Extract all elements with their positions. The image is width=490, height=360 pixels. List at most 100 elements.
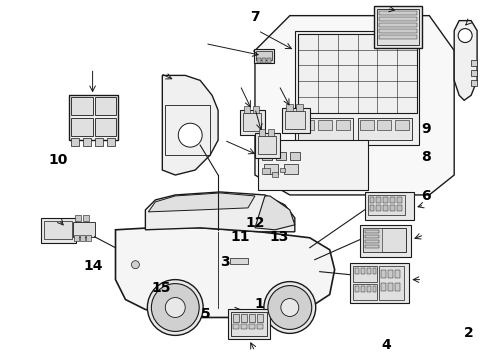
Bar <box>471 71 477 76</box>
Bar <box>286 104 293 111</box>
Circle shape <box>178 123 202 147</box>
Text: 4: 4 <box>382 338 392 352</box>
Bar <box>379 266 404 300</box>
Bar <box>290 152 300 160</box>
Bar <box>249 315 255 323</box>
Bar <box>389 283 393 291</box>
Bar <box>83 138 91 146</box>
Bar <box>244 106 250 113</box>
Bar <box>254 49 274 63</box>
Bar <box>379 35 417 39</box>
Bar <box>382 270 387 278</box>
Bar <box>318 120 332 130</box>
Bar <box>165 105 210 155</box>
Bar <box>471 60 477 67</box>
Bar <box>231 312 267 336</box>
Text: 7: 7 <box>250 10 260 24</box>
Bar <box>365 230 379 233</box>
Bar <box>298 33 417 113</box>
Polygon shape <box>148 193 255 212</box>
Bar <box>391 205 395 211</box>
Bar <box>374 6 422 48</box>
Bar <box>363 228 383 252</box>
Text: 13: 13 <box>270 230 289 244</box>
Bar <box>355 285 359 292</box>
Bar <box>397 197 402 203</box>
Bar <box>241 324 247 329</box>
Bar <box>368 195 405 215</box>
Text: 14: 14 <box>83 259 102 273</box>
Bar <box>71 118 93 136</box>
Bar <box>361 268 365 274</box>
Bar <box>363 228 406 252</box>
Text: 1: 1 <box>255 297 265 311</box>
Bar <box>272 172 278 177</box>
Bar <box>71 138 78 146</box>
Bar <box>258 140 368 190</box>
Bar <box>284 164 298 174</box>
Polygon shape <box>116 228 335 318</box>
Text: 3: 3 <box>220 256 229 270</box>
Polygon shape <box>146 192 295 232</box>
Bar <box>71 97 93 115</box>
Bar <box>361 285 365 292</box>
Circle shape <box>458 28 472 42</box>
Circle shape <box>147 280 203 336</box>
Bar <box>295 31 419 145</box>
Bar <box>257 315 263 323</box>
Bar <box>95 97 117 115</box>
Bar <box>353 284 377 300</box>
Bar <box>230 258 248 264</box>
Bar <box>377 120 392 130</box>
Bar <box>243 113 261 131</box>
Text: 6: 6 <box>421 189 430 203</box>
Bar <box>262 58 266 63</box>
Bar <box>276 152 286 160</box>
Bar <box>262 152 272 160</box>
Bar <box>377 9 419 45</box>
Bar <box>382 283 387 291</box>
Bar <box>80 235 85 241</box>
Bar <box>397 205 402 211</box>
Bar <box>379 17 417 21</box>
Bar <box>86 235 91 241</box>
Bar <box>253 106 259 113</box>
Bar <box>369 205 374 211</box>
Bar <box>360 225 412 257</box>
Bar <box>391 197 395 203</box>
Bar <box>280 168 285 172</box>
Bar <box>95 118 117 136</box>
Text: 2: 2 <box>464 327 473 341</box>
Bar <box>360 120 373 130</box>
Bar <box>298 118 353 140</box>
Bar <box>95 138 102 146</box>
Bar <box>336 120 349 130</box>
Bar <box>395 120 409 130</box>
Bar <box>262 168 270 174</box>
Bar <box>300 120 314 130</box>
Bar <box>69 95 119 140</box>
Text: 5: 5 <box>201 307 211 321</box>
Bar <box>44 221 72 239</box>
Text: 12: 12 <box>245 216 265 230</box>
Circle shape <box>268 285 312 329</box>
Bar <box>41 218 75 243</box>
Bar <box>255 133 280 158</box>
Bar <box>296 104 303 111</box>
Bar <box>376 205 382 211</box>
Bar <box>365 235 379 238</box>
Bar <box>471 80 477 86</box>
Bar <box>249 324 255 329</box>
Bar <box>379 28 417 32</box>
Bar <box>365 240 379 243</box>
Bar <box>257 324 263 329</box>
Bar <box>256 50 272 60</box>
Circle shape <box>281 298 299 316</box>
Bar <box>379 11 417 15</box>
Bar <box>349 263 409 302</box>
Bar <box>365 192 415 220</box>
Polygon shape <box>454 21 477 100</box>
Bar <box>282 108 310 133</box>
Bar <box>233 315 239 323</box>
Bar <box>285 111 305 129</box>
